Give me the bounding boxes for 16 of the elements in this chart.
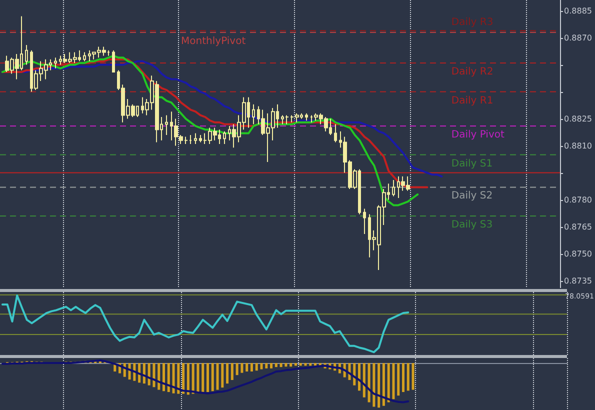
y-tick-label: 0.8750 <box>564 249 592 258</box>
y-tick-label: 0.8810 <box>564 141 592 150</box>
y-tick-label: 0.8780 <box>564 195 592 204</box>
ref-line-label: Daily R1 <box>451 95 494 106</box>
ref-line-label: Daily S1 <box>451 158 493 170</box>
y-tick-label: 0.8825 <box>564 114 592 124</box>
ref-line-label: MonthlyPivot <box>181 36 246 47</box>
ref-line-label: Daily S3 <box>451 220 493 230</box>
ref-line-label: Daily Pivot <box>451 130 504 140</box>
y-tick-label: 0.8765 <box>564 222 592 232</box>
ref-line-label: Daily R3 <box>451 17 494 28</box>
ref-line-label: Daily S2 <box>451 190 493 202</box>
ref-line-label: Daily R2 <box>451 66 494 78</box>
y-tick-label: 0.8735 <box>564 276 592 286</box>
y-tick-label: 0.8870 <box>564 33 592 42</box>
y-tick-label: 0.8885 <box>564 6 592 16</box>
